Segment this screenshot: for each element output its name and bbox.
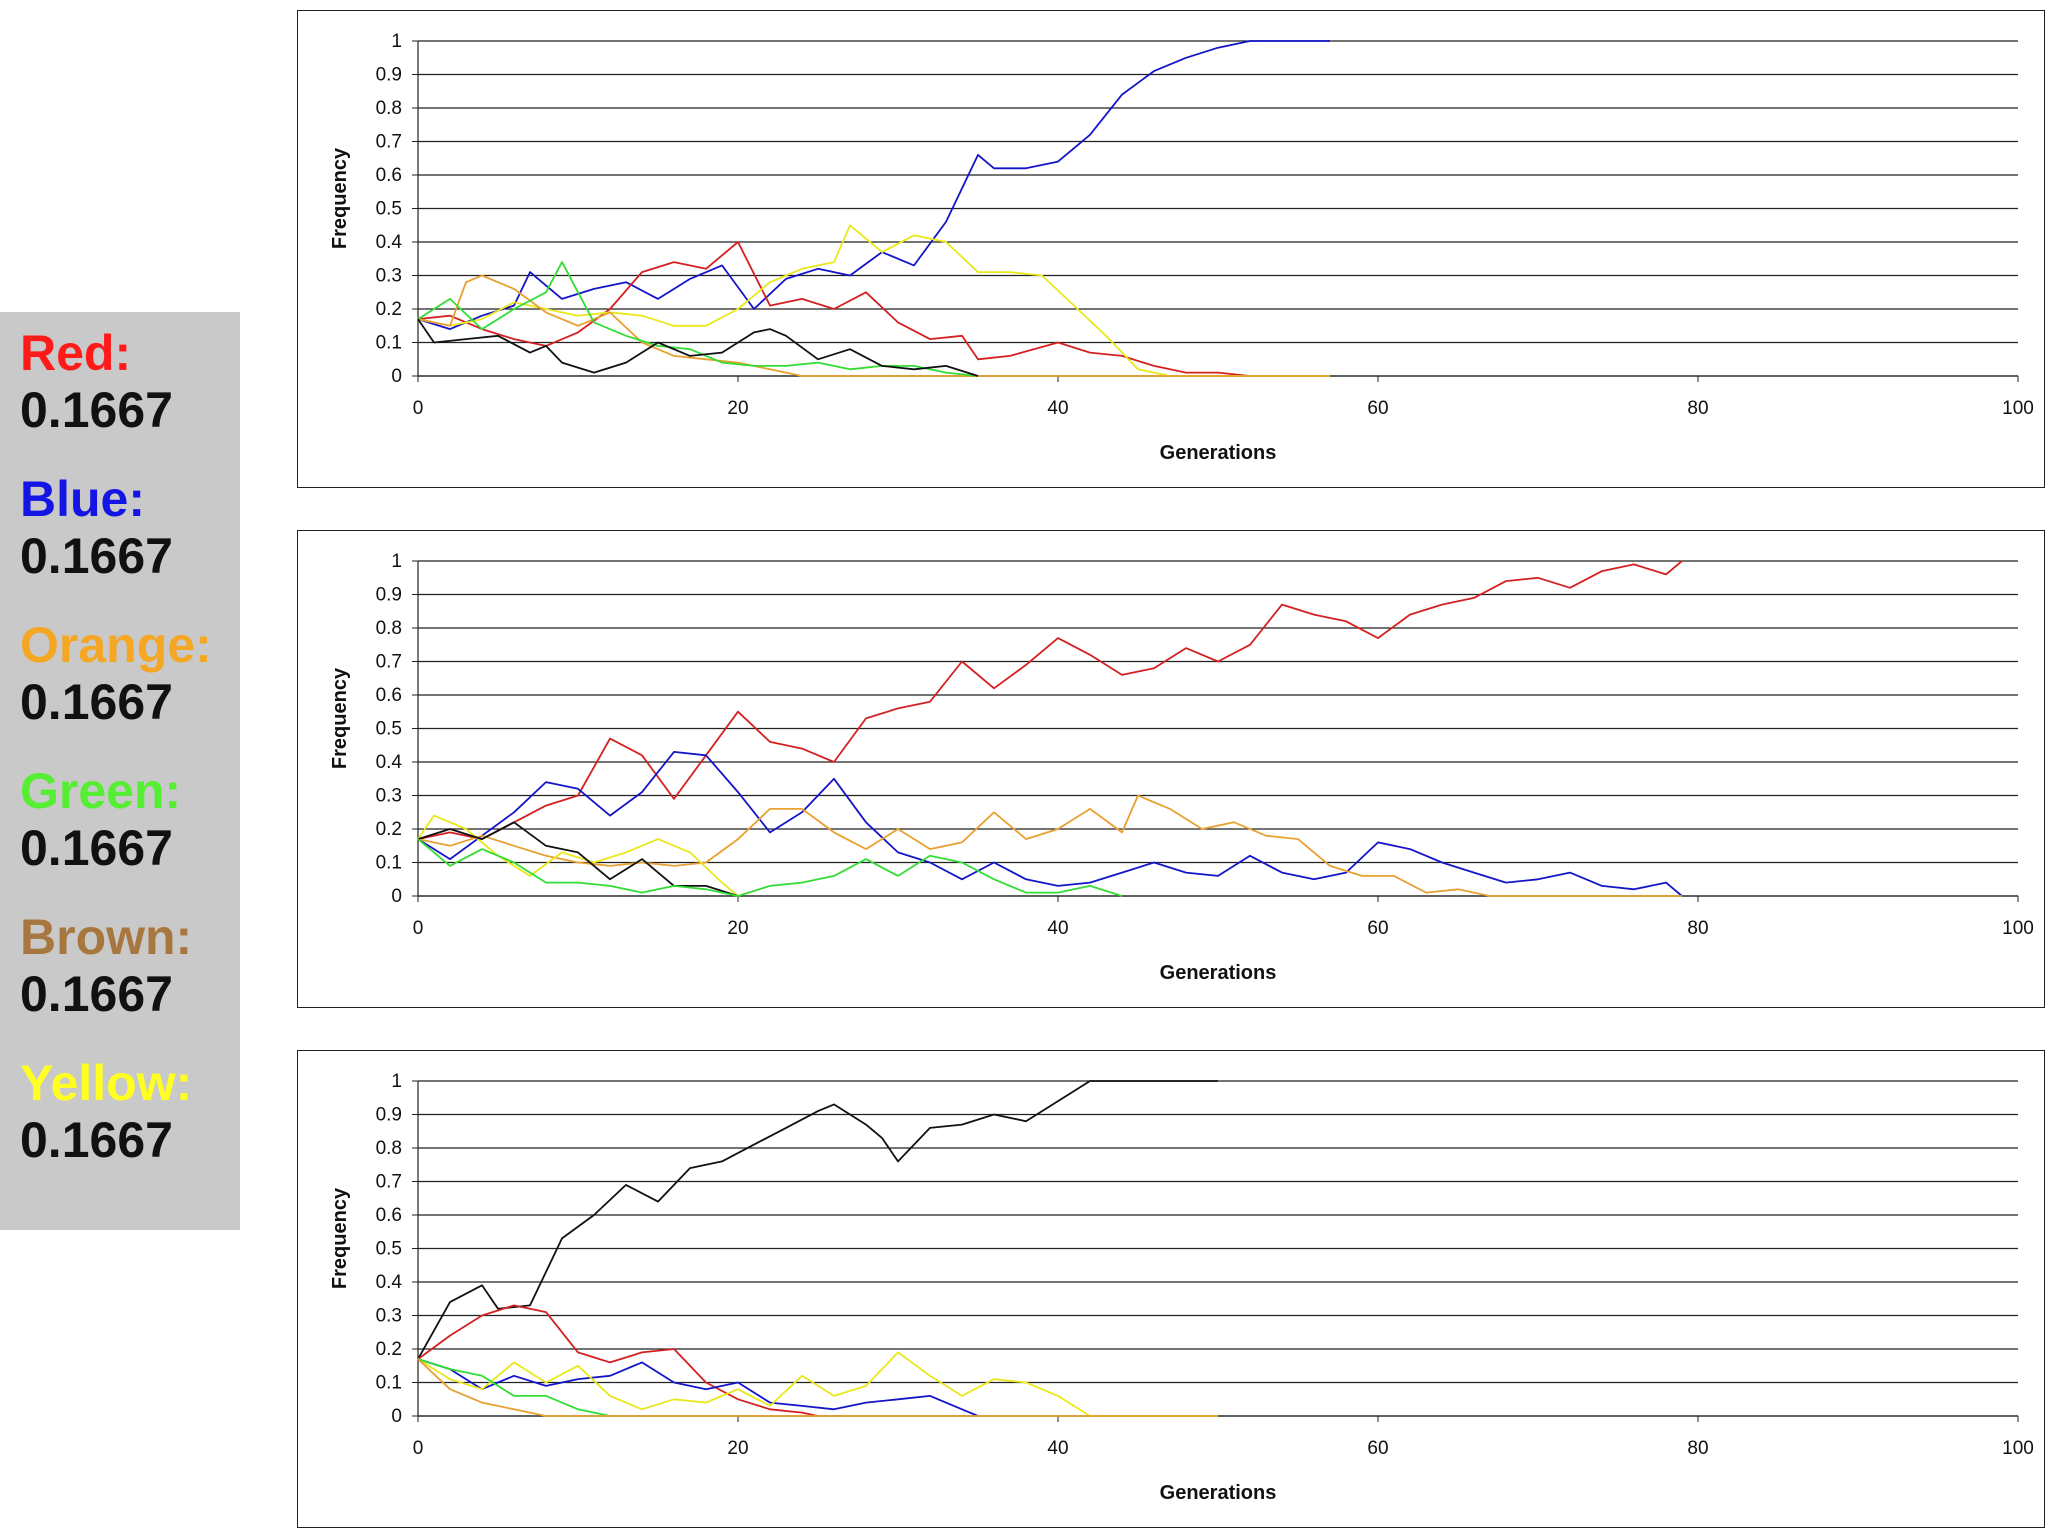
y-tick-label: 0.5	[376, 1239, 402, 1260]
y-tick-label: 0.7	[376, 1172, 402, 1193]
y-tick-label: 1	[391, 551, 402, 572]
x-tick-label: 0	[413, 918, 424, 939]
legend-entry-blue: Blue: 0.1667	[20, 470, 240, 584]
y-tick-label: 0.6	[376, 1205, 402, 1226]
y-tick-label: 0.9	[376, 585, 402, 606]
series-line-blue	[417, 40, 1330, 331]
x-tick-label: 60	[1367, 398, 1388, 419]
y-tick-label: 0.2	[376, 1339, 402, 1360]
series-line-yellow	[417, 814, 739, 897]
legend-label: Red:	[20, 325, 132, 381]
y-axis-title: Frequency	[329, 1187, 351, 1289]
frequency-chart-3: 0 0.1 0.2 0.3 0.4 0.5 0.6 0.7 0.8 0.9 1 0 20 40 60 80 10…	[297, 1050, 2045, 1528]
legend-label: Yellow:	[20, 1055, 193, 1111]
legend-entry-yellow: Yellow: 0.1667	[20, 1054, 240, 1168]
x-axis-title: Generations	[1160, 962, 1277, 984]
y-tick-label: 0.5	[376, 719, 402, 740]
x-tick-label: 80	[1687, 918, 1708, 939]
legend-entry-red: Red: 0.1667	[20, 324, 240, 438]
x-tick-label: 0	[413, 1438, 424, 1459]
y-tick-label: 0.3	[376, 1306, 402, 1327]
y-axis-title: Frequency	[329, 667, 351, 769]
y-tick-label: 0.8	[376, 98, 402, 119]
legend-entry-orange: Orange: 0.1667	[20, 616, 240, 730]
y-tick-label: 0.1	[376, 1373, 402, 1394]
x-tick-label: 20	[727, 918, 748, 939]
series-line-blue	[417, 1358, 979, 1417]
y-tick-label: 0.5	[376, 199, 402, 220]
x-tick-label: 40	[1047, 1438, 1068, 1459]
y-tick-label: 0.7	[376, 132, 402, 153]
legend-value: 0.1667	[20, 1112, 173, 1168]
series-line-orange	[417, 794, 1682, 897]
x-tick-label: 60	[1367, 918, 1388, 939]
series-line-red	[417, 560, 1683, 841]
y-tick-label: 0.8	[376, 1138, 402, 1159]
series-line-orange	[417, 1358, 1218, 1417]
frequency-chart-1-svg: 0 0.1 0.2 0.3 0.4 0.5 0.6 0.7 0.8 0.9 1 0 20 40 60 80 10…	[329, 31, 2034, 464]
series-line-green	[417, 838, 1123, 897]
legend-label: Orange:	[20, 617, 212, 673]
y-tick-label: 0.4	[376, 232, 403, 253]
frequency-chart-2: 0 0.1 0.2 0.3 0.4 0.5 0.6 0.7 0.8 0.9 1 0 20 40 60 80 10…	[297, 530, 2045, 1008]
y-tick-label: 0	[391, 1406, 402, 1427]
x-tick-label: 100	[2002, 1438, 2034, 1459]
series-line-yellow	[417, 224, 1330, 377]
frequency-chart-1: 0 0.1 0.2 0.3 0.4 0.5 0.6 0.7 0.8 0.9 1 0 20 40 60 80 10…	[297, 10, 2045, 488]
x-tick-label: 60	[1367, 1438, 1388, 1459]
x-tick-label: 20	[727, 1438, 748, 1459]
y-tick-label: 0.3	[376, 266, 402, 287]
series-line-green	[417, 1358, 611, 1417]
legend-panel: Red: 0.1667 Blue: 0.1667 Orange: 0.1667 Green:…	[0, 312, 240, 1230]
y-tick-label: 0.9	[376, 65, 402, 86]
legend-value: 0.1667	[20, 966, 173, 1022]
legend-label: Green:	[20, 763, 182, 819]
y-tick-label: 0.2	[376, 819, 402, 840]
x-tick-label: 100	[2002, 398, 2034, 419]
x-tick-label: 80	[1687, 398, 1708, 419]
x-tick-label: 0	[413, 398, 424, 419]
y-tick-label: 0.8	[376, 618, 402, 639]
y-tick-label: 0.6	[376, 165, 402, 186]
y-axis-title: Frequency	[329, 147, 351, 249]
x-tick-label: 40	[1047, 918, 1068, 939]
legend-value: 0.1667	[20, 820, 173, 876]
legend-entry-brown: Brown: 0.1667	[20, 908, 240, 1022]
legend-value: 0.1667	[20, 674, 173, 730]
frequency-chart-3-svg: 0 0.1 0.2 0.3 0.4 0.5 0.6 0.7 0.8 0.9 1 0 20 40 60 80 10…	[329, 1071, 2034, 1504]
y-tick-label: 0	[391, 366, 402, 387]
y-tick-label: 0	[391, 886, 402, 907]
y-tick-label: 0.1	[376, 853, 402, 874]
x-tick-label: 100	[2002, 918, 2034, 939]
x-axis-title: Generations	[1160, 1482, 1277, 1504]
legend-value: 0.1667	[20, 382, 173, 438]
series-line-red	[417, 241, 1251, 377]
series-line-brown	[417, 1080, 1218, 1360]
y-tick-label: 0.6	[376, 685, 402, 706]
x-tick-label: 80	[1687, 1438, 1708, 1459]
series-line-yellow	[417, 1351, 1218, 1417]
y-tick-label: 1	[391, 31, 402, 52]
series-line-brown	[417, 821, 739, 897]
legend-label: Brown:	[20, 909, 193, 965]
series-line-orange	[417, 274, 1330, 377]
y-tick-label: 0.3	[376, 786, 402, 807]
frequency-chart-2-svg: 0 0.1 0.2 0.3 0.4 0.5 0.6 0.7 0.8 0.9 1 0 20 40 60 80 10…	[329, 551, 2034, 984]
y-tick-label: 0.2	[376, 299, 402, 320]
series-line-red	[417, 1304, 819, 1417]
y-tick-label: 0.4	[376, 752, 403, 773]
y-tick-label: 0.4	[376, 1272, 403, 1293]
legend-label: Blue:	[20, 471, 145, 527]
x-axis-title: Generations	[1160, 442, 1277, 464]
legend-entry-green: Green: 0.1667	[20, 762, 240, 876]
y-tick-label: 0.9	[376, 1105, 402, 1126]
y-tick-label: 0.7	[376, 652, 402, 673]
legend-value: 0.1667	[20, 528, 173, 584]
y-tick-label: 0.1	[376, 333, 402, 354]
series-line-blue	[417, 750, 1683, 897]
y-tick-label: 1	[391, 1071, 402, 1092]
x-tick-label: 20	[727, 398, 748, 419]
x-tick-label: 40	[1047, 398, 1068, 419]
series-line-brown	[417, 318, 979, 377]
